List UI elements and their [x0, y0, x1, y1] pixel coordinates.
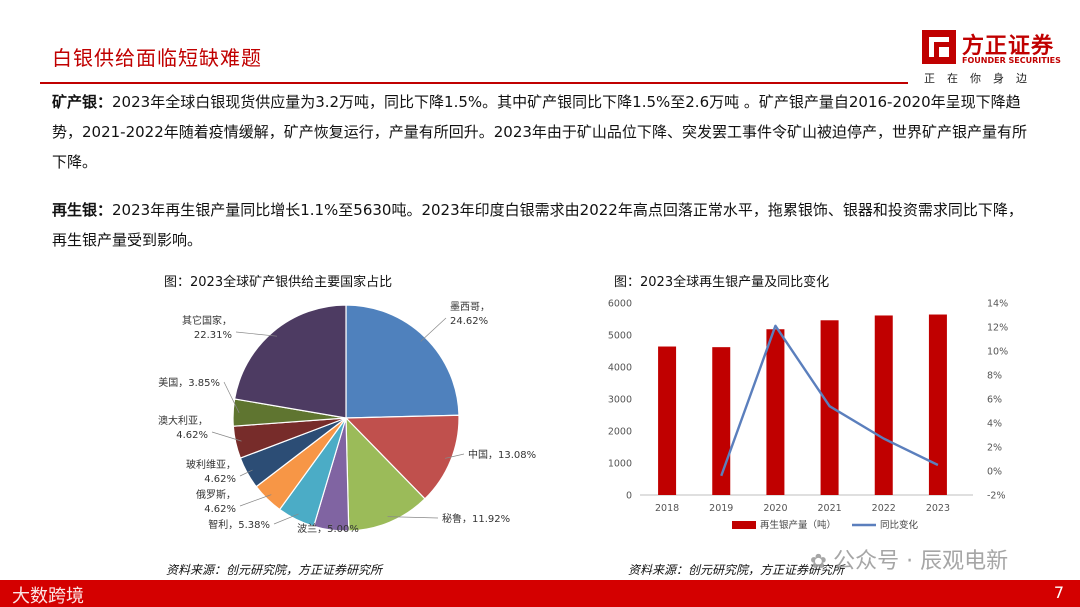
- combo-chart-title: 图：2023全球再生银产量及同比变化: [614, 275, 830, 290]
- footer-bar: 大数跨境 7: [0, 580, 1080, 607]
- bar: [766, 329, 785, 495]
- recycled-silver-label: 再生银：: [52, 201, 113, 219]
- pie-label: 智利，5.38%: [208, 518, 270, 531]
- pie-slice: [233, 304, 347, 419]
- recycled-silver-text: 2023年再生银产量同比增长1.1%至5630吨。2023年印度白银需求由202…: [52, 201, 1023, 249]
- pie-value-label: 4.62%: [176, 430, 208, 441]
- title-divider: [40, 82, 908, 84]
- logo-english-name: FOUNDER SECURITIES: [962, 56, 1061, 65]
- founder-logo-icon: [922, 30, 956, 64]
- y-right-tick-label: 2%: [987, 443, 1002, 454]
- pie-leader-line: [239, 469, 253, 477]
- pie-leader-line: [327, 523, 333, 529]
- pie-value-label: 4.62%: [204, 504, 236, 515]
- y-right-tick-label: 4%: [987, 419, 1002, 430]
- y-right-tick-label: 8%: [987, 371, 1002, 382]
- logo-slogan: 正在你身边: [924, 72, 1039, 85]
- pie-label: 俄罗斯，: [196, 488, 236, 501]
- x-tick-label: 2020: [763, 503, 787, 514]
- pie-label: 美国，3.85%: [158, 376, 220, 389]
- pie-leader-line: [445, 453, 465, 459]
- pie-source-note: 资料来源：创元研究院，方正证券研究所: [166, 563, 383, 577]
- pie-label: 澳大利亚，: [158, 414, 208, 427]
- y-right-tick-label: 6%: [987, 395, 1002, 406]
- legend-bar-label: 再生银产量（吨）: [760, 519, 836, 531]
- pie-label: 秘鲁，11.92%: [442, 512, 510, 525]
- pie-label: 中国，13.08%: [468, 448, 536, 461]
- pie-value-label: 4.62%: [204, 474, 236, 485]
- wechat-icon: ✿: [810, 549, 834, 573]
- y-left-tick-label: 0: [626, 491, 632, 502]
- x-tick-label: 2023: [926, 503, 950, 514]
- x-tick-label: 2021: [817, 503, 841, 514]
- pie-leader-line: [420, 317, 447, 342]
- watermark: ✿ 公众号 · 辰观电新: [810, 543, 1008, 575]
- y-right-tick-label: 0%: [987, 467, 1002, 478]
- y-left-tick-label: 2000: [608, 427, 632, 438]
- slide-title: 白银供给面临短缺难题: [52, 46, 262, 70]
- y-left-tick-label: 6000: [608, 299, 632, 310]
- bar: [712, 347, 731, 495]
- pie-leader-line: [239, 494, 272, 507]
- pie-chart-title: 图：2023全球矿产银供给主要国家占比: [164, 275, 393, 290]
- pie-chart: 墨西哥， 24.62% 中国，13.08% 秘鲁，11.92% 波兰，5.00% 智利，5…: [158, 301, 536, 535]
- pie-label: 墨西哥，: [450, 301, 490, 313]
- footer-left-text: 大数跨境: [12, 586, 84, 607]
- pie-slice: [345, 416, 426, 532]
- y-left-tick-label: 4000: [608, 363, 632, 374]
- combo-source-note: 资料来源：创元研究院，方正证券研究所: [628, 563, 845, 577]
- x-tick-label: 2018: [655, 503, 679, 514]
- bar: [928, 314, 947, 495]
- x-tick-label: 2022: [872, 503, 896, 514]
- y-left-tick-label: 5000: [608, 331, 632, 342]
- logo-name: 方正证券: [962, 34, 1055, 59]
- x-tick-label: 2019: [709, 503, 733, 514]
- legend-line-label: 同比变化: [880, 519, 919, 531]
- bar: [874, 315, 893, 495]
- mine-silver-label: 矿产银：: [52, 93, 113, 111]
- pie-label: 波兰，5.00%: [297, 522, 359, 535]
- pie-label: 玻利维亚，: [186, 458, 236, 471]
- watermark-text: 公众号 · 辰观电新: [833, 549, 1009, 574]
- legend-bar-swatch: [732, 521, 756, 529]
- pie-leader-line: [387, 516, 439, 519]
- y-left-tick-label: 3000: [608, 395, 632, 406]
- y-right-tick-label: 12%: [987, 323, 1008, 334]
- page-number: 7: [1053, 583, 1064, 602]
- mine-silver-text: 2023年全球白银现货供应量为3.2万吨，同比下降1.5%。其中矿产银同比下降1…: [52, 93, 1027, 171]
- combo-chart: 0 1000 2000 3000 4000 5000 6000 -2% 0% 2% 4% 6% 8% 10…: [608, 299, 1008, 532]
- pie-leader-line: [273, 513, 299, 525]
- bar: [658, 346, 677, 495]
- pie-leader-line: [235, 331, 278, 337]
- y-right-tick-label: -2%: [987, 491, 1006, 502]
- pie-leader-line: [223, 381, 240, 413]
- pie-slice: [344, 414, 460, 500]
- line-series: [720, 324, 939, 477]
- y-left-tick-label: 1000: [608, 459, 632, 470]
- recycled-silver-paragraph: 再生银：2023年再生银产量同比增长1.1%至5630吨。2023年印度白银需求…: [52, 195, 1030, 255]
- pie-value-label: 24.62%: [450, 316, 488, 327]
- y-right-tick-label: 10%: [987, 347, 1008, 358]
- mine-silver-paragraph: 矿产银：2023年全球白银现货供应量为3.2万吨，同比下降1.5%。其中矿产银同…: [52, 87, 1030, 177]
- pie-leader-line: [211, 431, 242, 442]
- y-right-tick-label: 14%: [987, 299, 1008, 310]
- pie-label: 其它国家，: [182, 314, 232, 327]
- company-logo: 方正证券 FOUNDER SECURITIES 正在你身边: [922, 28, 1062, 88]
- pie-value-label: 22.31%: [194, 330, 232, 341]
- bar: [820, 320, 839, 495]
